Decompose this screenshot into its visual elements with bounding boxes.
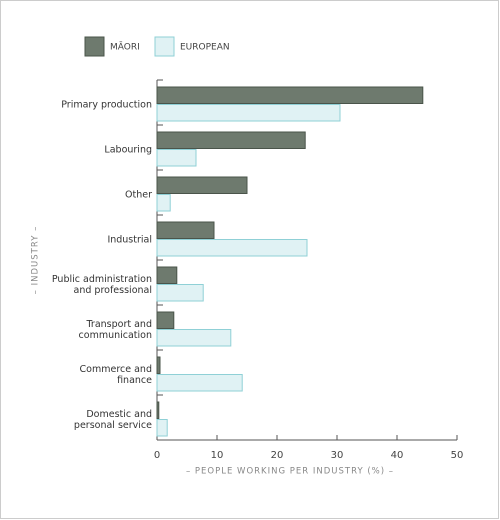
bar	[156, 131, 306, 149]
bar	[156, 149, 197, 167]
x-tick-label: 20	[271, 450, 284, 461]
bar	[156, 356, 161, 374]
y-tick-label: Other	[125, 189, 152, 201]
legend-label: EUROPEAN	[180, 43, 230, 53]
y-axis-title: – INDUSTRY –	[31, 226, 41, 295]
bar	[156, 239, 308, 257]
bar	[156, 329, 232, 347]
y-tick-label: Commerce and finance	[79, 364, 152, 386]
y-tick-label: Primary production	[61, 99, 152, 111]
y-tick-label: Domestic and personal service	[73, 409, 152, 431]
y-tick-label: Industrial	[107, 234, 152, 246]
x-axis-title: – PEOPLE WORKING PER INDUSTRY (%) –	[186, 467, 394, 477]
bar	[156, 176, 248, 194]
bar	[156, 419, 168, 437]
y-tick-label: Transport and communication	[78, 319, 152, 341]
bar	[156, 374, 243, 392]
legend-swatch	[84, 36, 105, 57]
bar	[156, 311, 175, 329]
bar	[156, 104, 341, 122]
legend-label: MĀORI	[110, 42, 140, 53]
bar	[156, 194, 171, 212]
bar	[156, 284, 204, 302]
bar	[156, 86, 424, 104]
bar	[156, 221, 215, 239]
x-tick-label: 50	[451, 450, 464, 461]
x-tick-label: 40	[391, 450, 404, 461]
x-tick-label: 10	[211, 450, 224, 461]
x-tick-label: 30	[331, 450, 344, 461]
bar	[156, 401, 160, 419]
bar	[156, 266, 178, 284]
y-tick-label: Public administration and professional	[51, 274, 152, 296]
x-tick-label: 0	[154, 450, 160, 461]
y-tick-label: Labouring	[104, 144, 152, 156]
legend-swatch	[154, 36, 175, 57]
